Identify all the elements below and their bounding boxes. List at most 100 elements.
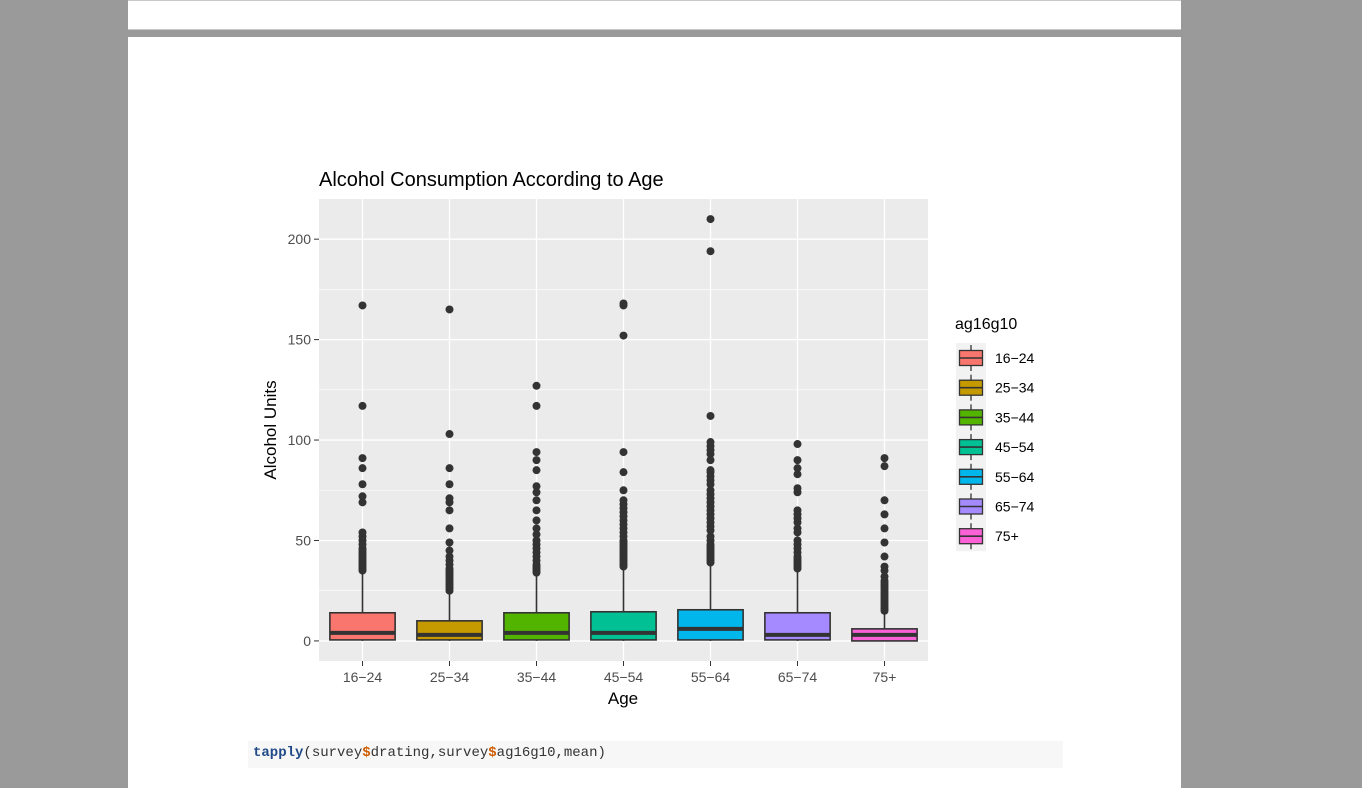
outlier-point [532, 488, 541, 497]
code-operator: $ [362, 745, 371, 761]
outlier-point [532, 524, 541, 533]
outlier-point [358, 480, 367, 489]
outlier-point [358, 498, 367, 507]
outlier-point [793, 506, 802, 515]
outlier-point [706, 438, 715, 447]
outlier-point [706, 247, 715, 256]
code-part: ag16g10,mean) [496, 745, 606, 761]
chart-title: Alcohol Consumption According to Age [319, 169, 664, 191]
x-tick-label: 75+ [873, 669, 897, 685]
outlier-point [619, 486, 628, 495]
outlier-point [880, 496, 889, 505]
outlier-point [793, 536, 802, 545]
code-snippet: tapply(survey$drating,survey$ag16g10,mea… [248, 741, 1063, 768]
outlier-point [358, 528, 367, 537]
outlier-point [532, 516, 541, 525]
outlier-point [880, 538, 889, 547]
legend-label: 55−64 [995, 469, 1035, 485]
legend-label: 45−54 [995, 439, 1035, 455]
x-tick-label: 55−64 [691, 669, 731, 685]
code-function-name: tapply [253, 745, 304, 761]
outlier-point [706, 456, 715, 465]
outlier-point [532, 448, 541, 457]
y-axis-title: Alcohol Units [261, 380, 280, 479]
outlier-point [445, 524, 454, 533]
outlier-point [445, 305, 454, 314]
outlier-point [532, 482, 541, 491]
box-55−64 [677, 608, 744, 641]
x-tick-label: 45−54 [604, 669, 644, 685]
y-tick-label: 150 [288, 332, 312, 348]
outlier-point [445, 494, 454, 503]
x-tick-label: 16−24 [343, 669, 383, 685]
outlier-point [793, 464, 802, 473]
x-tick-label: 25−34 [430, 669, 470, 685]
outlier-point [445, 546, 454, 555]
legend-label: 65−74 [995, 499, 1035, 515]
outlier-point [532, 401, 541, 410]
y-tick-label: 100 [288, 432, 312, 448]
code-part: (survey [303, 745, 363, 761]
box-25−34 [416, 620, 483, 641]
outlier-point [880, 552, 889, 561]
legend: ag16g10 16−24 25−34 35−44 45−54 55−64 65−74 75… [955, 316, 1035, 552]
outlier-point [706, 532, 715, 541]
box-45−54 [590, 610, 657, 641]
outlier-point [706, 215, 715, 224]
legend-label: 25−34 [995, 380, 1035, 396]
outlier-point [706, 486, 715, 495]
outlier-point [358, 454, 367, 463]
outlier-point [445, 506, 454, 515]
plot-area: 0 50 100 150 200 16−24 25−34 35−44 45−54 55−64 65−… [288, 199, 928, 685]
outlier-point [793, 456, 802, 465]
outlier-point [880, 572, 889, 581]
legend-title: ag16g10 [955, 316, 1017, 333]
outlier-point [532, 530, 541, 539]
outlier-point [880, 462, 889, 471]
outlier-point [793, 440, 802, 449]
x-tick-label: 35−44 [517, 669, 557, 685]
y-tick-label: 50 [295, 532, 311, 548]
outlier-point [880, 562, 889, 571]
outlier-point [619, 496, 628, 505]
outlier-point [532, 381, 541, 390]
outlier-point [532, 466, 541, 475]
x-tick-label: 65−74 [778, 669, 818, 685]
outlier-point [619, 299, 628, 308]
outlier-point [445, 552, 454, 561]
outlier-point [445, 480, 454, 489]
outlier-point [880, 524, 889, 533]
x-axis-title: Age [608, 689, 638, 708]
outlier-point [706, 466, 715, 475]
box-35−44 [503, 611, 570, 641]
code-operator: $ [488, 745, 497, 761]
legend-label: 75+ [995, 528, 1019, 544]
outlier-point [793, 470, 802, 479]
outlier-point [358, 492, 367, 501]
boxplot-chart: Alcohol Consumption According to Age 0 50… [261, 169, 1035, 708]
outlier-point [358, 301, 367, 310]
legend-label: 35−44 [995, 409, 1035, 425]
outlier-point [445, 430, 454, 439]
outlier-point [793, 484, 802, 493]
y-tick-label: 200 [288, 231, 312, 247]
outlier-point [358, 464, 367, 473]
y-tick-label: 0 [303, 633, 311, 649]
previous-page-strip [128, 0, 1181, 30]
outlier-point [532, 496, 541, 505]
outlier-point [532, 456, 541, 465]
document-page: Alcohol Consumption According to Age 0 50… [128, 37, 1181, 788]
legend-label: 16−24 [995, 350, 1035, 366]
outlier-point [358, 401, 367, 410]
outlier-point [706, 411, 715, 420]
outlier-point [619, 468, 628, 477]
outlier-point [793, 524, 802, 533]
code-part: drating,survey [370, 745, 489, 761]
outlier-point [445, 538, 454, 547]
outlier-point [880, 510, 889, 519]
box-16−24 [329, 611, 396, 641]
outlier-point [532, 536, 541, 545]
outlier-point [532, 506, 541, 515]
outlier-point [880, 454, 889, 463]
outlier-point [445, 464, 454, 473]
